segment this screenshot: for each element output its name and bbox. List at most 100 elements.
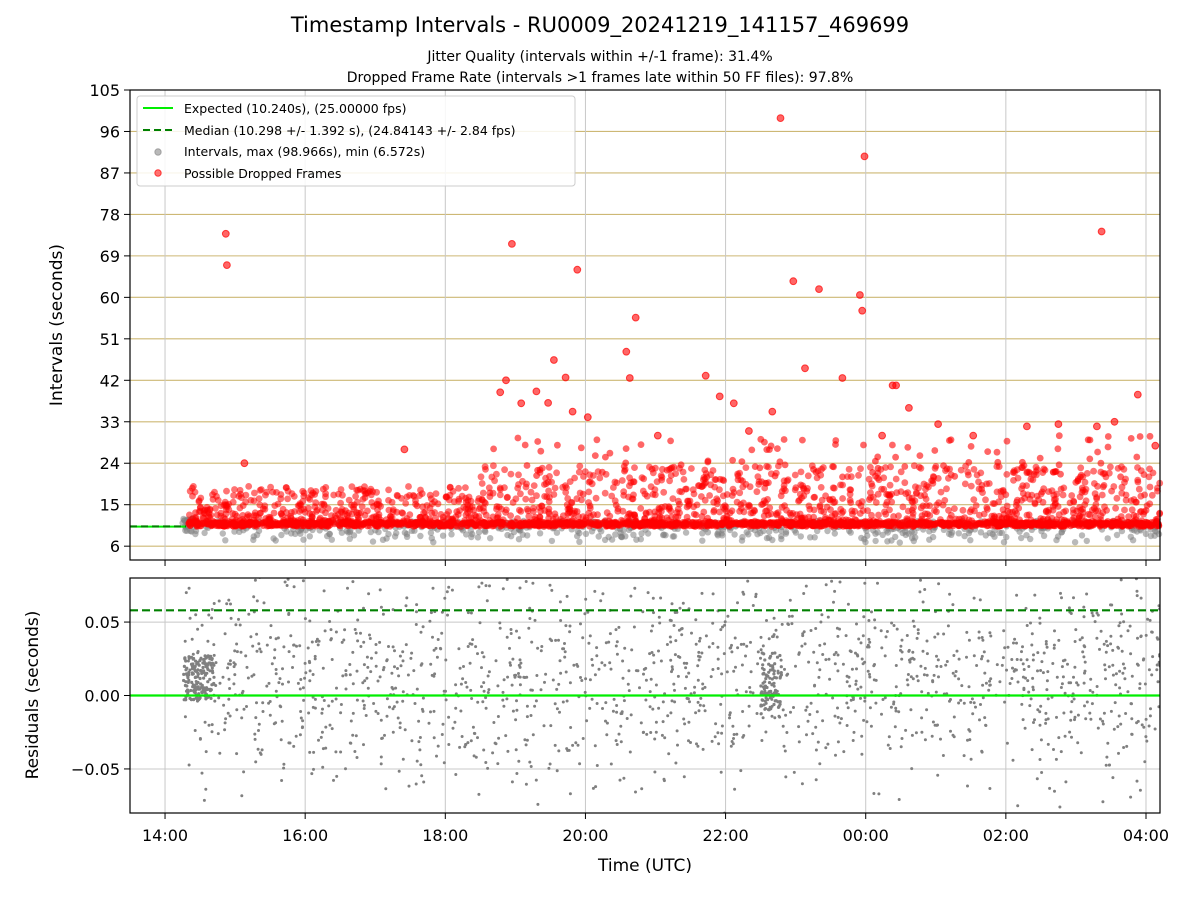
residual-point bbox=[933, 635, 937, 639]
interval-point bbox=[991, 533, 998, 540]
dropped-frame-point bbox=[951, 505, 958, 512]
dropped-frame-point bbox=[661, 519, 669, 527]
residual-point bbox=[969, 757, 973, 761]
residual-point bbox=[344, 687, 348, 691]
residual-point bbox=[672, 682, 676, 686]
residual-point bbox=[894, 685, 898, 689]
residual-point bbox=[879, 629, 883, 633]
residual-point bbox=[1103, 663, 1107, 667]
dropped-frame-point bbox=[845, 465, 853, 473]
residual-point bbox=[920, 690, 924, 694]
dropped-frame-point bbox=[805, 513, 813, 521]
residual-point bbox=[378, 675, 382, 679]
residual-point bbox=[509, 663, 512, 667]
residual-point bbox=[492, 721, 496, 724]
residual-point bbox=[339, 703, 343, 706]
residual-point bbox=[792, 770, 796, 774]
dropped-frame-point bbox=[545, 487, 552, 495]
residual-point bbox=[414, 623, 418, 626]
dropped-frame-point bbox=[385, 497, 392, 504]
residual-point bbox=[851, 696, 855, 700]
dropped-frame-point bbox=[373, 488, 380, 496]
residual-point bbox=[557, 682, 561, 686]
interval-point bbox=[638, 530, 645, 537]
residual-point bbox=[787, 614, 791, 618]
interval-point bbox=[588, 528, 596, 535]
dropped-frame-point bbox=[515, 471, 522, 479]
residual-point bbox=[502, 704, 506, 708]
residual-point bbox=[417, 719, 421, 723]
residual-point bbox=[227, 677, 231, 681]
residual-point bbox=[772, 669, 776, 673]
dropped-frame-point bbox=[348, 483, 356, 490]
residual-point bbox=[873, 626, 877, 630]
residual-point bbox=[503, 563, 506, 566]
residual-point bbox=[761, 663, 765, 667]
residual-point bbox=[869, 724, 873, 728]
interval-point bbox=[1000, 539, 1008, 546]
dropped-frame-point bbox=[1083, 470, 1091, 477]
residual-point bbox=[257, 729, 260, 732]
dropped-frame-point bbox=[533, 492, 540, 500]
residual-point bbox=[459, 709, 463, 713]
dropped-frame-point bbox=[432, 514, 439, 522]
residual-point bbox=[454, 773, 458, 776]
dropped-frame-point bbox=[222, 510, 230, 518]
dropped-frame-point bbox=[1104, 443, 1112, 451]
residual-point bbox=[282, 766, 286, 770]
dropped-frame-point bbox=[931, 464, 939, 472]
dropped-frame-point bbox=[959, 506, 967, 514]
dropped-frame-point bbox=[965, 459, 973, 466]
dropped-frame-point bbox=[738, 505, 745, 512]
residual-point bbox=[772, 633, 776, 637]
residual-point bbox=[233, 649, 237, 653]
residual-point bbox=[253, 578, 257, 582]
residual-point bbox=[762, 652, 766, 656]
residual-point bbox=[788, 598, 792, 602]
residual-point bbox=[703, 685, 707, 689]
residual-point bbox=[619, 724, 623, 728]
dropped-frame-point bbox=[481, 498, 488, 506]
residual-point bbox=[1138, 686, 1142, 690]
residual-point bbox=[291, 666, 294, 669]
residual-point bbox=[1046, 670, 1050, 674]
residual-point bbox=[778, 653, 782, 658]
residual-point bbox=[1104, 763, 1108, 767]
residual-point bbox=[1135, 779, 1139, 783]
residual-point bbox=[965, 630, 969, 634]
residual-point bbox=[200, 691, 204, 695]
residual-point bbox=[884, 635, 888, 639]
residual-point bbox=[694, 711, 698, 715]
dropped-frame-point bbox=[1076, 504, 1084, 511]
residual-point bbox=[413, 702, 417, 705]
residual-point bbox=[301, 686, 305, 690]
residual-point bbox=[648, 705, 652, 709]
residual-point bbox=[1030, 632, 1034, 636]
dropped-frame-point bbox=[713, 495, 721, 503]
dropped-frame-point bbox=[817, 484, 825, 491]
residual-point bbox=[372, 702, 376, 705]
residual-point bbox=[190, 680, 194, 685]
dropped-frame-point bbox=[591, 452, 599, 459]
dropped-frame-point bbox=[995, 512, 1003, 520]
residual-point bbox=[235, 642, 239, 646]
interval-point bbox=[201, 529, 208, 537]
dropped-frame-outlier bbox=[729, 399, 738, 408]
residual-point bbox=[749, 670, 753, 674]
dropped-frame-point bbox=[832, 437, 840, 444]
interval-point bbox=[714, 532, 722, 539]
dropped-frame-outlier bbox=[544, 399, 552, 407]
residual-point bbox=[761, 644, 765, 648]
residual-point bbox=[1020, 702, 1024, 706]
dropped-frame-point bbox=[964, 468, 972, 476]
residual-point bbox=[622, 776, 626, 780]
residual-point bbox=[198, 737, 202, 741]
residual-point bbox=[427, 721, 431, 725]
residual-point bbox=[942, 632, 946, 636]
residual-point bbox=[1052, 646, 1056, 650]
residual-point bbox=[203, 720, 207, 724]
residual-point bbox=[673, 653, 677, 657]
residual-point bbox=[193, 684, 197, 688]
residual-point bbox=[894, 664, 898, 667]
